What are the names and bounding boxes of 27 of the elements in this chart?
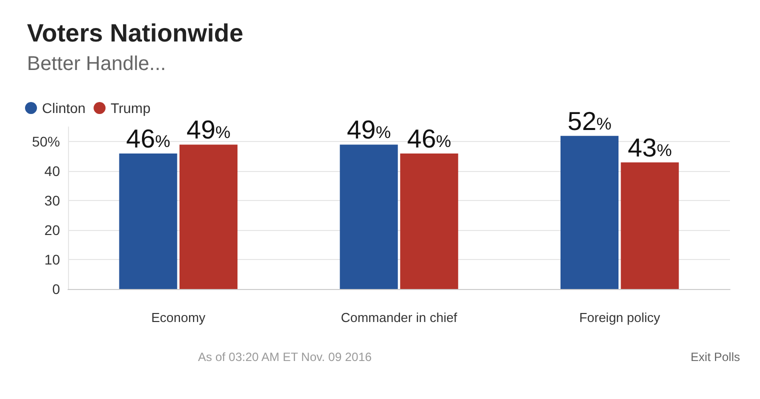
y-tick-label: 0 (52, 281, 60, 297)
chart-title: Voters Nationwide (27, 20, 244, 48)
bar (620, 162, 679, 289)
data-label: 52% (567, 106, 612, 136)
text: Exit Polls (690, 350, 740, 364)
data-label: 49% (186, 114, 231, 145)
data-label: 46% (126, 124, 170, 154)
y-tick-label: 20 (44, 222, 60, 238)
text: As of 03:20 AM ET Nov. 09 2016 (198, 350, 372, 364)
y-tick-label: 50% (32, 134, 60, 150)
chart-subtitle: Better Handle... (27, 53, 166, 75)
y-tick-label: 40 (44, 163, 60, 180)
x-tick-label: Commander in chief (340, 310, 458, 325)
x-tick-label: Economy (151, 310, 206, 325)
data-label: 49% (346, 114, 391, 145)
bar (340, 144, 398, 289)
data-label: 46% (407, 124, 452, 154)
data-label: 43% (628, 132, 672, 162)
legend-label: Clinton (42, 100, 86, 116)
y-tick-label: 10 (44, 252, 60, 268)
x-tick-label: Foreign policy (579, 310, 661, 325)
bar (179, 144, 238, 289)
y-tick-label: 30 (44, 192, 60, 209)
bar (560, 136, 619, 289)
legend-label: Trump (110, 100, 151, 116)
bar (119, 154, 178, 289)
bar (400, 154, 458, 289)
